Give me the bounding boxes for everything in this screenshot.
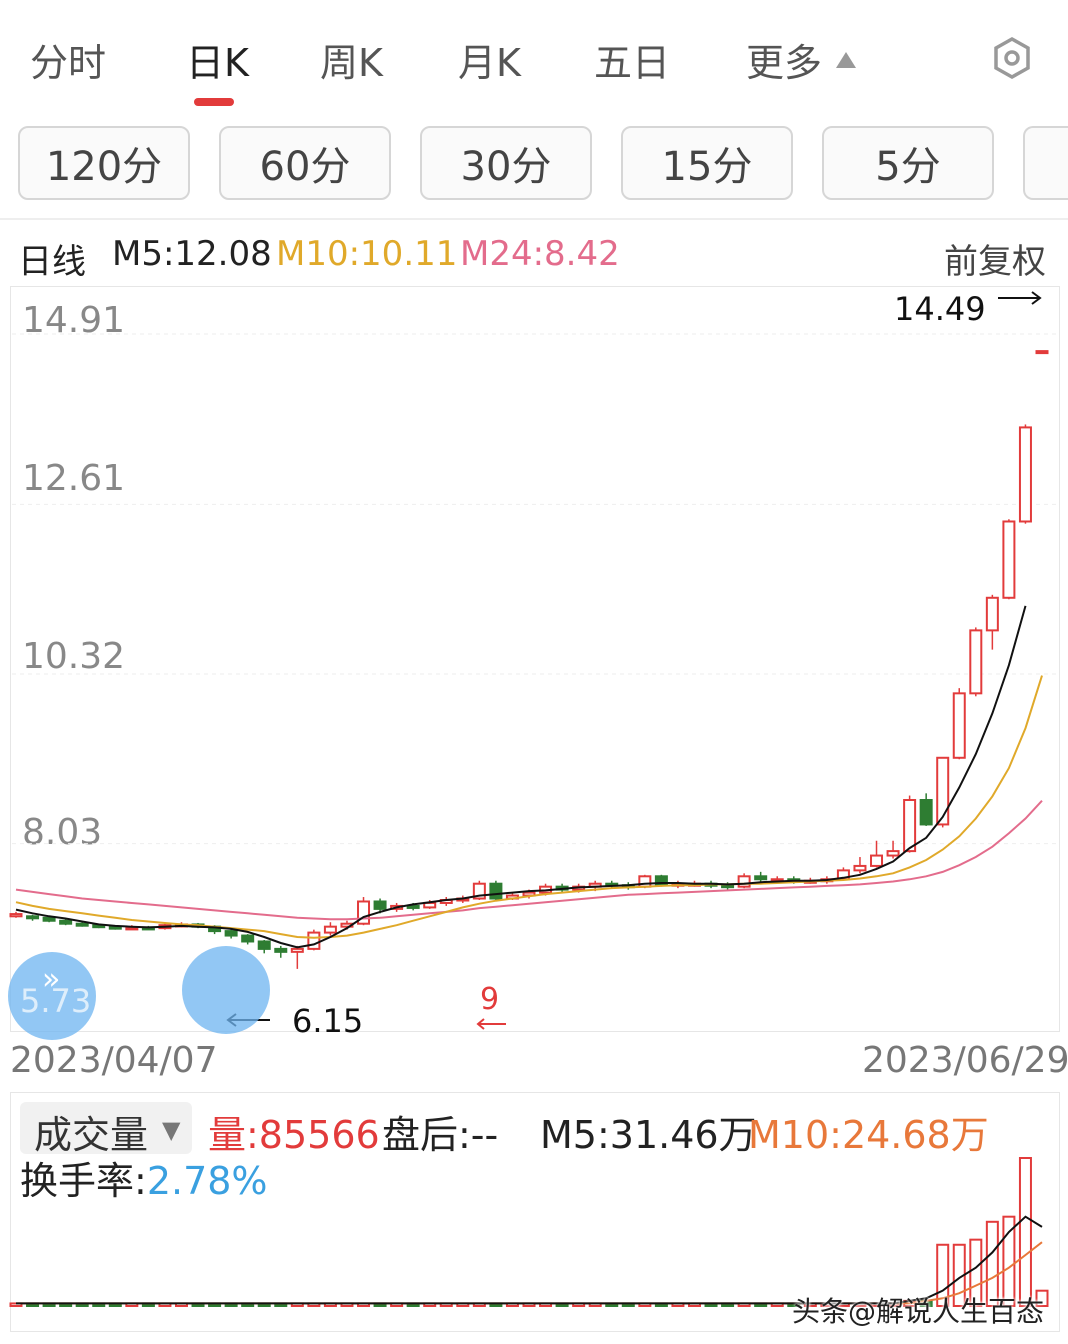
active-tab-indicator bbox=[194, 98, 234, 106]
watermark: 头条@解说人生百态 bbox=[792, 1295, 1045, 1328]
candle-body bbox=[257, 940, 271, 950]
ma-info-bar: 日线 M5:12.08 M10:10.11 M24:8.42 前复权 bbox=[0, 228, 1068, 284]
candle-body bbox=[307, 931, 321, 950]
candle-body bbox=[1002, 520, 1016, 599]
ma24-line bbox=[15, 800, 1043, 921]
volume-bar bbox=[985, 1220, 999, 1307]
tab-five-day[interactable]: 五日 bbox=[594, 41, 671, 85]
candle-body bbox=[853, 864, 867, 872]
tab-weekly-k[interactable]: 周K bbox=[320, 41, 383, 85]
candle-body bbox=[224, 930, 238, 937]
chip-overflow[interactable] bbox=[1023, 126, 1068, 200]
low-point-label: 6.15 bbox=[292, 1002, 364, 1040]
ma5-line bbox=[15, 605, 1027, 949]
start-date-label: 2023/04/07 bbox=[10, 1040, 218, 1081]
tab-monthly-k[interactable]: 月K bbox=[458, 41, 521, 85]
volume-info-bar: 成交量 ▼ 量:85566 盘后:-- M5:31.46万 M10:24.68万 bbox=[0, 1104, 1068, 1157]
mid-marker: 9 bbox=[480, 982, 500, 1017]
kline-chart-frame[interactable] bbox=[10, 286, 1060, 1032]
arrow-left-red-icon bbox=[476, 1018, 506, 1030]
volume-bar bbox=[936, 1243, 950, 1308]
turnover-rate: 换手率:2.78% bbox=[20, 1150, 268, 1205]
candle-body bbox=[373, 900, 387, 910]
volume-bar bbox=[1002, 1215, 1016, 1308]
zoom-handle[interactable] bbox=[182, 946, 270, 1034]
ma5-value: M5:12.08 bbox=[112, 234, 272, 274]
high-point-label: 14.49 bbox=[894, 290, 986, 328]
volume-bar bbox=[1035, 1289, 1049, 1308]
candle-body bbox=[26, 915, 40, 920]
indicator-select[interactable] bbox=[20, 1102, 192, 1154]
divider bbox=[0, 218, 1068, 220]
tab-daily-k[interactable]: 日K bbox=[186, 41, 249, 85]
after-hours-value: 盘后:-- bbox=[382, 1113, 499, 1157]
candle-body bbox=[9, 913, 23, 918]
adjust-mode-button[interactable]: 前复权 bbox=[944, 242, 1046, 282]
candle-body bbox=[357, 900, 371, 925]
y-tick-label: 8.03 bbox=[22, 812, 103, 853]
candle-body bbox=[737, 875, 751, 888]
candle-body bbox=[241, 934, 255, 943]
period-label: 日线 bbox=[18, 242, 86, 282]
candle-body bbox=[1035, 350, 1049, 355]
volume-ma5-line bbox=[16, 1215, 1043, 1305]
candle-body bbox=[985, 596, 999, 632]
candle-body bbox=[919, 799, 933, 826]
candle-body bbox=[274, 947, 288, 953]
ma10-line bbox=[15, 675, 1043, 939]
chip-60min[interactable]: 60分 bbox=[219, 126, 391, 200]
turnover-label: 换手率: bbox=[20, 1159, 147, 1203]
volume-bar bbox=[1018, 1157, 1032, 1307]
arrow-right-icon bbox=[998, 291, 1042, 305]
settings-icon[interactable] bbox=[990, 36, 1034, 80]
turnover-value: 2.78% bbox=[146, 1159, 268, 1203]
candle-body bbox=[969, 629, 983, 695]
ma24-value: M24:8.42 bbox=[460, 234, 620, 274]
low-price-label: 5.73 bbox=[20, 982, 92, 1020]
candle-body bbox=[472, 882, 486, 900]
volume-title: 成交量 bbox=[34, 1113, 149, 1157]
chip-15min[interactable]: 15分 bbox=[621, 126, 793, 200]
minute-period-chips: 120分 60分 30分 15分 5分 bbox=[0, 120, 1068, 210]
chip-30min[interactable]: 30分 bbox=[420, 126, 592, 200]
candle-body bbox=[952, 692, 966, 759]
volume-bar bbox=[969, 1238, 983, 1307]
candle-body bbox=[870, 854, 884, 867]
ma10-value: M10:10.11 bbox=[276, 234, 458, 274]
candle-body bbox=[406, 904, 420, 909]
volume-ma10: M10:24.68万 bbox=[748, 1113, 989, 1157]
chip-120min[interactable]: 120分 bbox=[18, 126, 190, 200]
candle-body bbox=[886, 850, 900, 857]
candle-body bbox=[42, 916, 56, 922]
candle-body bbox=[754, 875, 768, 881]
tab-more-label: 更多 bbox=[746, 41, 823, 85]
caret-up-icon bbox=[836, 51, 857, 68]
volume-value: 量:85566 bbox=[208, 1113, 380, 1157]
scroll-left-button[interactable] bbox=[8, 952, 96, 1040]
candle-body bbox=[936, 756, 950, 826]
end-date-label: 2023/06/29 bbox=[862, 1040, 1068, 1081]
candle-body bbox=[290, 947, 304, 953]
volume-chart-frame[interactable] bbox=[10, 1092, 1060, 1332]
y-tick-label: 10.32 bbox=[22, 636, 126, 677]
dropdown-caret-icon: ▼ bbox=[162, 1116, 181, 1144]
candle-body bbox=[1018, 426, 1032, 523]
y-tick-label: 12.61 bbox=[22, 458, 126, 499]
candle-body bbox=[489, 882, 503, 900]
tab-more[interactable]: 更多 bbox=[746, 32, 857, 87]
candle-body bbox=[903, 799, 917, 853]
tab-intraday[interactable]: 分时 bbox=[30, 41, 107, 85]
candle-body bbox=[59, 919, 73, 925]
candle-body bbox=[75, 922, 89, 927]
candle-body bbox=[323, 925, 337, 934]
volume-ma5: M5:31.46万 bbox=[540, 1113, 757, 1157]
chip-5min[interactable]: 5分 bbox=[822, 126, 994, 200]
double-chevron-right-icon: » bbox=[42, 962, 61, 997]
period-tabs: 分时 日K 周K 月K 五日 更多 bbox=[0, 0, 1068, 110]
